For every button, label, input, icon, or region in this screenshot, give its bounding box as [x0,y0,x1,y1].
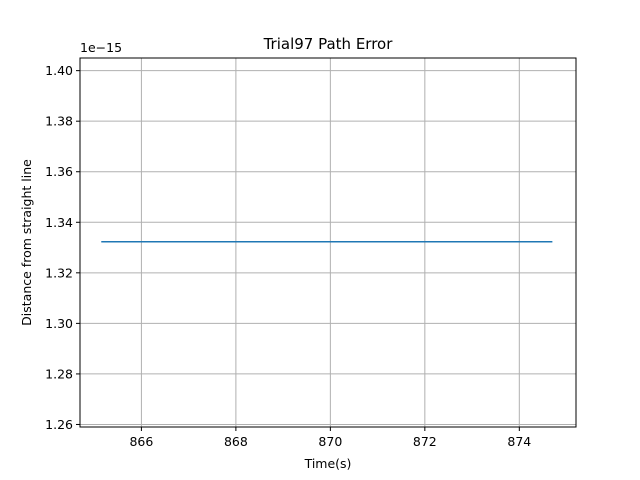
x-tick-label: 870 [318,434,342,449]
y-tick-label: 1.34 [45,215,73,230]
y-offset-label: 1e−15 [80,40,122,55]
y-axis: 1.26 1.28 1.30 1.32 1.34 1.36 1.38 1.40 [45,63,80,432]
x-tick-label: 874 [507,434,531,449]
x-tick-label: 868 [224,434,248,449]
x-axis-label: Time(s) [304,456,352,471]
y-tick-label: 1.26 [45,417,73,432]
y-tick-label: 1.40 [45,63,73,78]
y-tick-label: 1.28 [45,366,73,381]
y-axis-label: Distance from straight line [19,159,34,326]
x-tick-label: 872 [413,434,437,449]
y-tick-label: 1.38 [45,114,73,129]
y-tick-label: 1.32 [45,265,73,280]
chart-title: Trial97 Path Error [263,35,394,53]
y-tick-label: 1.36 [45,164,73,179]
x-tick-label: 866 [129,434,153,449]
x-axis: 866 868 870 872 874 [129,427,531,449]
y-tick-label: 1.30 [45,316,73,331]
plot-frame [79,57,577,428]
